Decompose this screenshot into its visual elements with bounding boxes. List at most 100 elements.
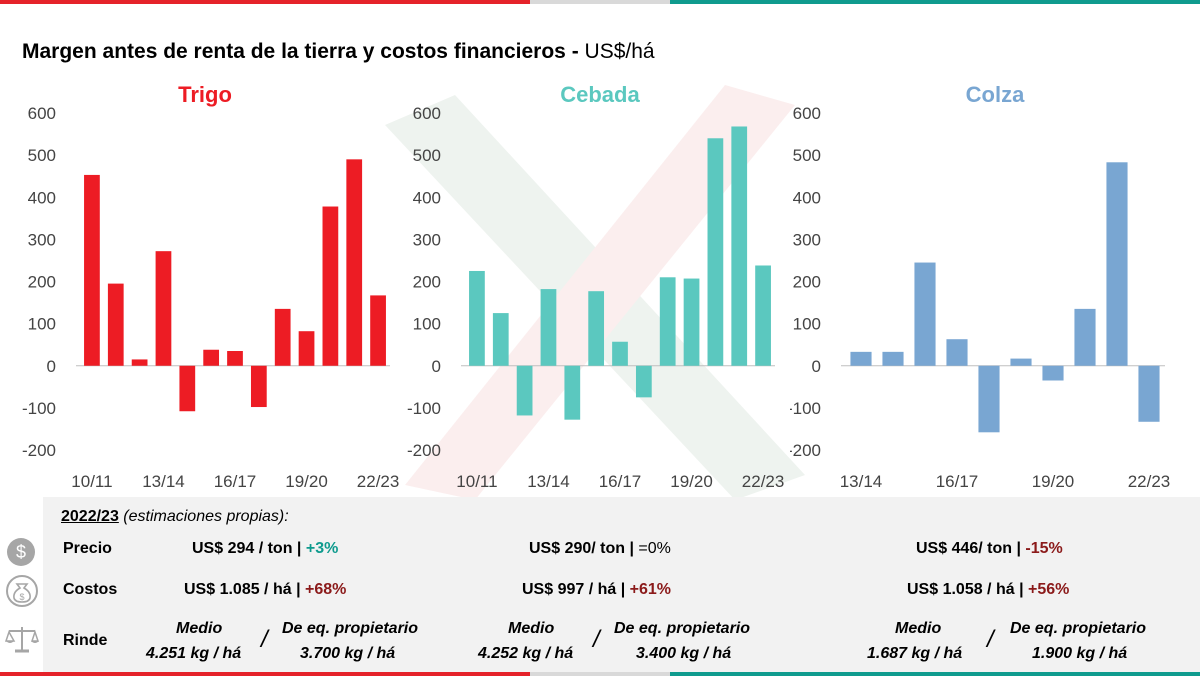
colza-xtick-label: 13/14 [840,472,883,491]
cebada-divider: / [593,626,600,653]
label-costos: Costos [63,581,118,598]
colza-bar-17-18 [978,365,1000,433]
colza-medio-value: 1.687 kg / há [867,645,963,662]
colza-bar-18-19 [1010,358,1032,366]
trigo-bar-14-15 [179,365,196,412]
colza-ytick-label: 0 [812,357,821,376]
colza-eq-label: De eq. propietario [1010,620,1147,637]
trigo-ytick-label: 300 [28,230,56,249]
cebada-ytick-label: 200 [413,273,441,292]
season-header: 2022/23 (estimaciones propias): [61,508,289,525]
trigo-bar-12-13 [131,359,148,366]
cebada-xtick-label: 22/23 [742,472,785,491]
cebada-bar-16-17 [612,341,628,366]
trigo-bar-20-21 [322,206,339,366]
chart-title-trigo: Trigo [178,82,232,107]
trigo-xtick-label: 10/11 [71,472,112,491]
trigo-precio: US$ 294 / ton | +3% [192,540,339,557]
colza-xtick-label: 16/17 [936,472,979,491]
colza-precio: US$ 446/ ton | -15% [916,540,1063,557]
cebada-xtick-label: 19/20 [670,472,713,491]
trigo-bar-11-12 [107,283,124,366]
colza-ytick-label: 100 [793,315,821,334]
cebada-eq-value: 3.400 kg / há [636,645,732,662]
money-bag-icon: $ [6,575,38,607]
chart-trigo: -200 -100 0 100 200 300 400 500 600 10/11 13/14 16/… [22,104,400,491]
cebada-ytick-label: 600 [413,104,441,123]
chart-title-colza: Colza [965,82,1025,107]
trigo-costos: US$ 1.085 / há | +68% [184,581,347,598]
trigo-bar-13-14 [155,251,172,366]
cebada-bar-10-11 [469,270,485,366]
trigo-ytick-label: -200 [22,441,56,460]
trigo-xtick-label: 22/23 [357,472,400,491]
svg-text:$: $ [19,592,24,602]
cebada-medio-value: 4.252 kg / há [478,645,574,662]
cebada-bar-18-19 [659,277,676,366]
dollar-coin-icon: $ [7,538,35,566]
cebada-eq-label: De eq. propietario [614,620,751,637]
cebada-bar-15-16 [588,291,605,366]
trigo-bar-18-19 [274,308,291,366]
colza-bar-15-16 [914,262,936,366]
trigo-bar-21-22 [346,159,363,366]
colza-ytick-label: 300 [793,230,821,249]
colza-ytick-label: -200 [790,441,821,460]
cebada-bar-20-21 [707,138,724,366]
colza-xtick-label: 19/20 [1032,472,1075,491]
cebada-ytick-label: -200 [407,441,441,460]
chart-title-cebada: Cebada [560,82,640,107]
cebada-bar-13-14 [540,289,557,366]
colza-ytick-label: 400 [793,188,821,207]
colza-ytick-label: 200 [793,273,821,292]
trigo-ytick-label: -100 [22,399,56,418]
cebada-ytick-label: -100 [407,399,441,418]
chart-cebada: -200 -100 0 100 200 300 400 500 600 10/11 13/14 16/… [407,104,785,491]
colza-bar-20-21 [1074,308,1096,366]
page-title: Margen antes de renta de la tierra y cos… [22,40,655,63]
colza-eq-value: 1.900 kg / há [1032,645,1128,662]
trigo-bar-16-17 [227,351,243,366]
trigo-eq-value: 3.700 kg / há [300,645,396,662]
cebada-ytick-label: 0 [432,357,441,376]
colza-bar-13-14 [850,351,872,366]
label-rinde: Rinde [63,632,108,649]
colza-costos: US$ 1.058 / há | +56% [907,581,1070,598]
cebada-ytick-label: 100 [413,315,441,334]
svg-text:$: $ [16,542,26,562]
cebada-precio: US$ 290/ ton | =0% [529,540,671,557]
colza-divider: / [987,626,994,653]
cebada-ytick-label: 500 [413,146,441,165]
colza-bar-21-22 [1106,162,1128,366]
trigo-xtick-label: 13/14 [142,472,185,491]
top-accent-bar [0,0,1200,4]
cebada-bar-21-22 [731,126,748,366]
cebada-bar-22-23 [755,265,771,366]
cebada-medio-label: Medio [508,620,555,637]
cebada-xtick-label: 16/17 [599,472,642,491]
colza-ytick-label: -100 [790,399,821,418]
trigo-ytick-label: 100 [28,315,56,334]
cebada-bar-17-18 [635,365,652,398]
trigo-medio-value: 4.251 kg / há [146,645,242,662]
trigo-bar-19-20 [298,331,315,366]
cebada-bar-11-12 [492,313,509,366]
cebada-costos: US$ 997 / há | +61% [522,581,672,598]
cebada-xtick-label: 13/14 [527,472,570,491]
trigo-ytick-label: 400 [28,188,56,207]
info-panel: 2022/23 (estimaciones propias): [43,497,1200,672]
cebada-ytick-label: 400 [413,188,441,207]
trigo-bar-15-16 [203,349,220,366]
cebada-ytick-label: 300 [413,230,441,249]
trigo-xtick-label: 19/20 [285,472,328,491]
trigo-ytick-label: 200 [28,273,56,292]
chart-colza: -200 -100 0 100 200 300 400 500 600 13/14 16/17 19/… [790,104,1170,491]
colza-bar-14-15 [882,351,904,366]
cebada-xtick-label: 10/11 [456,472,497,491]
colza-ytick-label: 600 [793,104,821,123]
cebada-bar-14-15 [564,365,581,420]
colza-bar-19-20 [1042,365,1064,381]
trigo-eq-label: De eq. propietario [282,620,419,637]
label-precio: Precio [63,540,112,557]
colza-ytick-label: 500 [793,146,821,165]
